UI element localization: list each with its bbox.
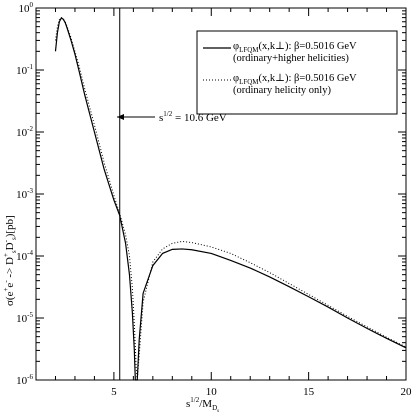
- annotation-arrow: [117, 114, 155, 120]
- y-tick-label: 100: [19, 1, 34, 15]
- legend-box: [196, 30, 398, 115]
- x-tick-label: 20: [401, 386, 413, 398]
- legend: φLFQM(x,k⊥): β=0.5016 GeV (ordinary+high…: [196, 30, 398, 115]
- series-solid-line: [54, 17, 407, 381]
- x-tick-label: 10: [206, 386, 218, 398]
- legend-entry-dotted: φLFQM(x,k⊥): β=0.5016 GeV: [233, 73, 357, 86]
- y-tick-label: 10-1: [16, 63, 33, 77]
- x-axis-label: s1/2/MDs: [186, 396, 219, 414]
- x-tick-label: 5: [111, 386, 117, 398]
- legend-entry-solid: φLFQM(x,k⊥): β=0.5016 GeV: [233, 41, 357, 54]
- legend-entry-dotted-line2: (ordinary helicity only): [233, 85, 331, 96]
- y-tick-label: 10-4: [16, 249, 33, 263]
- y-tick-label: 10-6: [16, 373, 33, 387]
- y-tick-label: 10-2: [16, 125, 33, 139]
- y-tick-label: 10-5: [16, 311, 33, 325]
- x-tick-label: 15: [303, 386, 315, 398]
- legend-entry-solid-line2: (ordinary+higher helicities): [233, 53, 349, 64]
- y-tick-label: 10-3: [16, 187, 33, 201]
- y-axis-label: σ(e+e- -> D+sD-s)[pb]: [2, 215, 18, 306]
- annotation-label: s1/2 = 10.6 GeV: [159, 110, 227, 124]
